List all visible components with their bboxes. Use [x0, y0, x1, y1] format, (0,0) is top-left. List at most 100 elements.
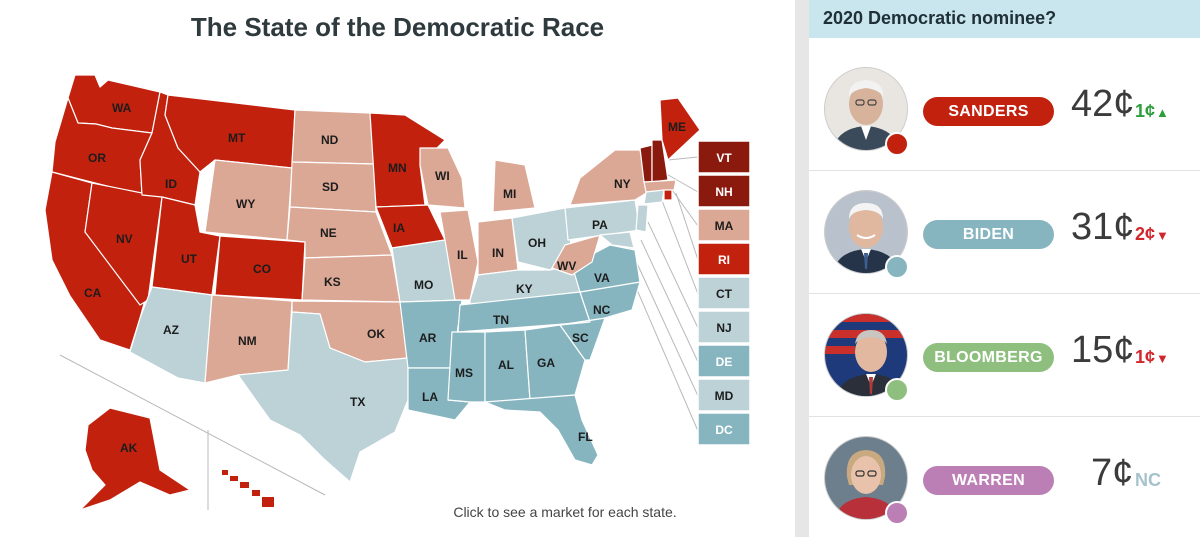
small-state-label: DE: [716, 355, 733, 369]
state-RI[interactable]: [663, 189, 673, 201]
state-MD[interactable]: [599, 231, 635, 249]
state-MA[interactable]: [643, 179, 677, 193]
label-MT: MT: [228, 131, 246, 145]
candidate-row-biden[interactable]: BIDEN 31¢ 2¢▼: [809, 170, 1200, 294]
small-state-swatch[interactable]: [697, 276, 751, 310]
market-question: 2020 Democratic nominee?: [823, 8, 1057, 28]
state-MS[interactable]: [447, 331, 486, 403]
label-IL: IL: [457, 248, 468, 262]
map-title: The State of the Democratic Race: [190, 12, 605, 42]
candidate-color-dot: [885, 378, 909, 402]
state-ME[interactable]: [659, 97, 701, 161]
label-OR: OR: [88, 151, 106, 165]
small-state-label: RI: [718, 253, 730, 267]
candidate-price: 42¢: [1071, 83, 1135, 125]
small-state-label: MD: [715, 389, 734, 403]
small-state-swatch[interactable]: [697, 412, 751, 446]
state-KS[interactable]: [301, 254, 401, 303]
candidate-name-pill[interactable]: SANDERS: [923, 97, 1054, 126]
candidate-name-pill[interactable]: WARREN: [923, 466, 1054, 495]
label-FL: FL: [578, 430, 593, 444]
state-NY[interactable]: [569, 149, 649, 206]
small-state-box-ct[interactable]: CT: [697, 276, 751, 310]
small-state-box-md[interactable]: MD: [697, 378, 751, 412]
label-CA: CA: [84, 286, 102, 300]
small-state-box-ri[interactable]: RI: [697, 242, 751, 276]
candidate-price-change: 2¢▼: [1135, 224, 1169, 245]
candidate-name-pill[interactable]: BIDEN: [923, 220, 1054, 249]
candidate-row-sanders[interactable]: SANDERS 42¢ 1¢▲: [809, 47, 1200, 171]
small-state-label: CT: [716, 287, 733, 301]
candidate-color-dot: [885, 501, 909, 525]
label-NV: NV: [116, 232, 133, 246]
arrow-down-icon: ▼: [1156, 351, 1169, 366]
label-ND: ND: [321, 133, 339, 147]
small-state-box-dc[interactable]: DC: [697, 412, 751, 446]
small-state-swatch[interactable]: [697, 242, 751, 276]
map-footer-note: Click to see a market for each state.: [453, 504, 677, 520]
label-TX: TX: [350, 395, 365, 409]
candidate-color-dot: [885, 132, 909, 156]
small-state-swatch[interactable]: [697, 208, 751, 242]
candidate-price: 31¢: [1071, 206, 1135, 248]
state-TX[interactable]: [237, 311, 409, 483]
candidate-price-change: 1¢▲: [1135, 101, 1169, 122]
small-state-swatch[interactable]: [697, 378, 751, 412]
label-NY: NY: [614, 177, 631, 191]
label-LA: LA: [422, 390, 438, 404]
arrow-up-icon: ▲: [1156, 105, 1169, 120]
label-NE: NE: [320, 226, 337, 240]
label-ME: ME: [668, 120, 686, 134]
small-state-box-nj[interactable]: NJ: [697, 310, 751, 344]
label-OH: OH: [528, 236, 546, 250]
label-IN: IN: [492, 246, 504, 260]
label-GA: GA: [537, 356, 555, 370]
state-MI[interactable]: [492, 159, 536, 213]
label-AR: AR: [419, 331, 437, 345]
label-NC: NC: [593, 303, 611, 317]
small-state-box-vt[interactable]: VT: [697, 140, 751, 174]
small-state-swatch[interactable]: [697, 344, 751, 378]
state-FL[interactable]: [484, 394, 599, 466]
candidate-row-bloomberg[interactable]: BLOOMBERG 15¢ 1¢▼: [809, 293, 1200, 417]
label-AZ: AZ: [163, 323, 179, 337]
candidate-price-change: 1¢▼: [1135, 347, 1169, 368]
label-AL: AL: [498, 358, 514, 372]
candidate-name-pill[interactable]: BLOOMBERG: [923, 343, 1054, 372]
change-value: 2¢: [1135, 224, 1156, 244]
label-WV: WV: [557, 259, 576, 273]
state-NJ[interactable]: [635, 204, 649, 233]
small-state-swatch[interactable]: [697, 140, 751, 174]
state-AK[interactable]: [79, 407, 191, 511]
state-CT[interactable]: [643, 189, 665, 205]
label-VA: VA: [594, 271, 610, 285]
us-map: WA OR CA NV ID MT WY UT CO AZ NM ND SD N…: [44, 74, 751, 511]
candidate-row-warren[interactable]: WARREN 7¢ NC: [809, 416, 1200, 539]
label-KY: KY: [516, 282, 533, 296]
arrow-down-icon: ▼: [1156, 228, 1169, 243]
change-value: 1¢: [1135, 101, 1156, 121]
sidebar-header: 2020 Democratic nominee?: [809, 0, 1200, 38]
label-AK: AK: [120, 441, 138, 455]
label-WY: WY: [236, 197, 255, 211]
market-sidebar: 2020 Democratic nominee? SANDERS 42¢ 1¢▲: [809, 0, 1200, 537]
label-IA: IA: [393, 221, 405, 235]
small-state-label: DC: [715, 423, 733, 437]
label-CO: CO: [253, 262, 271, 276]
small-state-swatch[interactable]: [697, 174, 751, 208]
small-state-box-de[interactable]: DE: [697, 344, 751, 378]
change-value: 1¢: [1135, 347, 1156, 367]
change-value: NC: [1135, 470, 1161, 490]
state-WI[interactable]: [419, 147, 466, 209]
label-NM: NM: [238, 334, 257, 348]
small-state-swatch[interactable]: [697, 310, 751, 344]
label-SC: SC: [572, 331, 589, 345]
state-HI[interactable]: [222, 470, 274, 507]
label-MI: MI: [503, 187, 516, 201]
label-PA: PA: [592, 218, 608, 232]
small-state-box-ma[interactable]: MA: [697, 208, 751, 242]
label-MN: MN: [388, 161, 407, 175]
state-GA[interactable]: [524, 324, 586, 401]
small-state-box-nh[interactable]: NH: [697, 174, 751, 208]
label-MO: MO: [414, 278, 433, 292]
